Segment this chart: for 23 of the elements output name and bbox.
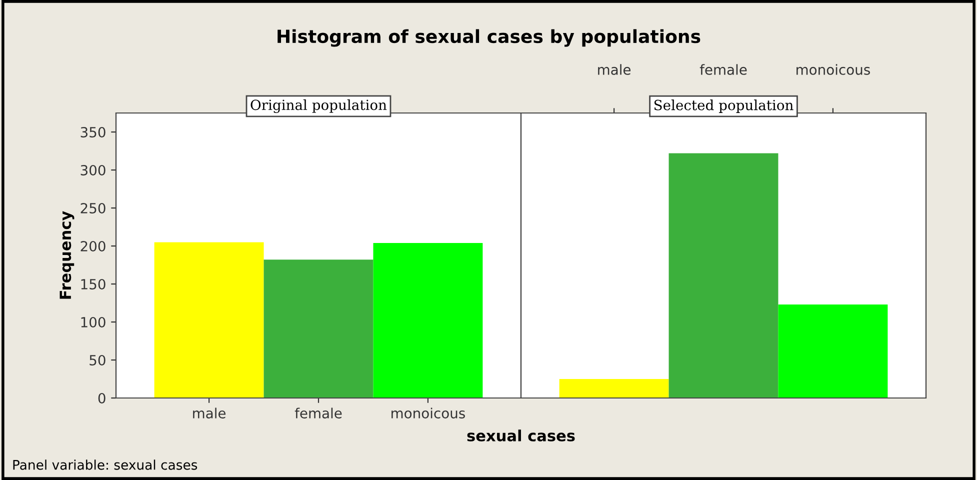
bar xyxy=(373,242,483,398)
y-tick-label: 200 xyxy=(80,240,106,252)
chart-subtitle: Original population xyxy=(250,99,387,113)
y-tick-label: 100 xyxy=(81,316,106,328)
chart-subtitle: Selected population xyxy=(654,100,794,113)
y-tick-label: 50 xyxy=(90,354,106,366)
y-axis-title: Frequency xyxy=(60,211,74,299)
x-tick-label: monoicous xyxy=(392,408,465,418)
y-tick-label: 300 xyxy=(80,164,106,176)
x-tick-label: male xyxy=(193,408,226,418)
y-tick-label: 150 xyxy=(81,278,106,290)
chart-title: Histogram of sexual cases by populations xyxy=(278,29,700,47)
x-axis-title: sexual cases xyxy=(467,430,575,442)
bar xyxy=(154,242,264,398)
x-tick-label: male xyxy=(598,64,631,75)
y-tick-label: 0 xyxy=(98,392,106,404)
y-tick-label: 350 xyxy=(80,126,106,138)
text: Panel variable: sexual cases xyxy=(13,460,198,470)
bar xyxy=(264,260,374,398)
y-tick-label: 250 xyxy=(80,202,106,214)
x-tick-label: monoicous xyxy=(796,64,870,75)
x-tick-label: female xyxy=(700,64,747,75)
x-tick-label: female xyxy=(294,408,342,418)
